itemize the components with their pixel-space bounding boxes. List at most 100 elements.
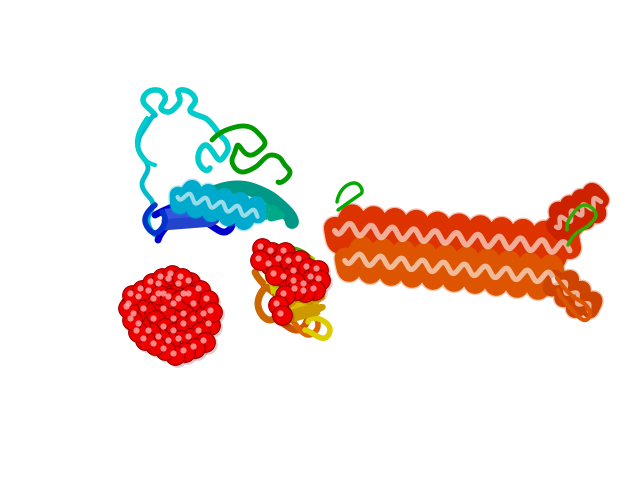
Point [187,336,197,344]
Point [133,328,143,336]
Point [302,290,312,298]
Point [172,303,182,311]
Point [177,338,187,346]
Point [312,288,322,296]
Point [197,288,207,296]
Point [315,276,325,284]
Point [175,336,185,344]
Point [185,291,195,299]
Point [160,324,170,332]
Point [177,274,187,282]
Point [282,276,292,284]
Point [127,316,137,324]
Point [285,258,295,266]
Point [155,272,165,280]
Point [275,303,285,311]
Point [150,341,160,349]
Point [157,274,167,282]
Point [133,319,143,327]
Point [150,296,160,304]
Point [125,306,135,314]
Point [303,264,313,272]
Point [270,271,280,279]
Point [282,250,292,258]
Point [173,294,183,302]
Point [298,279,308,287]
Point [298,286,308,294]
Point [123,304,133,312]
Point [170,351,180,359]
Point [268,269,278,277]
Point [201,294,211,302]
Point [180,348,190,356]
Point [288,276,298,284]
Point [175,281,185,289]
Point [293,254,303,262]
Point [143,326,153,334]
Point [125,301,135,309]
Point [207,323,217,331]
Point [170,301,180,309]
Point [207,308,217,316]
Point [273,301,283,309]
Point [170,316,180,324]
Point [313,266,323,274]
Point [307,274,317,282]
Point [158,304,168,312]
Point [273,254,283,262]
Point [292,270,302,278]
Point [185,278,195,286]
Point [162,293,172,301]
Point [180,311,190,319]
Point [267,248,277,256]
Point [178,346,188,354]
Point [188,314,198,322]
Point [140,336,150,344]
Point [153,279,163,287]
Point [188,342,198,350]
Point [172,330,182,338]
Point [135,284,145,292]
Point [148,294,158,302]
Point [179,276,189,284]
Point [143,286,153,294]
Point [168,299,178,307]
Point [132,313,142,321]
Point [292,280,302,288]
Point [152,343,162,351]
Point [195,328,205,336]
Point [257,258,267,266]
Point [278,289,288,297]
Point [200,311,210,319]
Point [131,326,141,334]
Point [190,316,200,324]
Point [269,250,279,258]
Point [305,266,315,274]
Point [168,349,178,357]
Point [180,291,190,299]
Point [160,346,170,354]
Point [155,334,165,342]
Point [160,306,170,314]
Point [317,278,327,286]
Point [287,260,297,268]
Point [183,276,193,284]
Point [190,344,200,352]
Point [205,298,215,306]
Point [129,318,139,326]
Point [187,280,197,288]
Point [300,281,310,289]
Point [173,334,183,342]
Point [177,283,187,291]
Point [178,309,188,317]
Point [182,350,192,358]
Point [182,293,192,301]
Point [167,296,177,304]
Point [195,286,205,294]
Point [167,271,177,279]
Point [147,330,157,338]
Point [155,281,165,289]
Point [280,291,290,299]
Point [135,321,145,329]
Point [293,288,303,296]
